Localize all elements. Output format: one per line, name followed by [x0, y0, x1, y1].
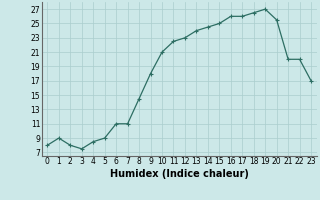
X-axis label: Humidex (Indice chaleur): Humidex (Indice chaleur) — [110, 169, 249, 179]
